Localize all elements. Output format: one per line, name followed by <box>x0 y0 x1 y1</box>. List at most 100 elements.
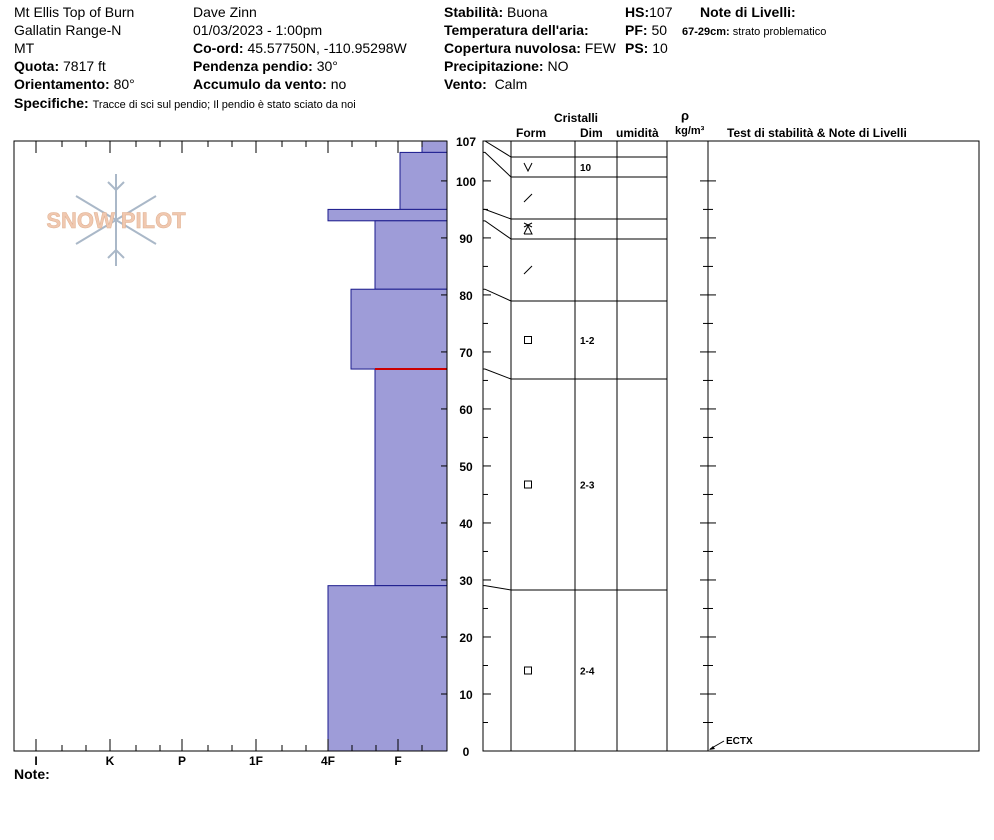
dim-header: Dim <box>580 126 603 140</box>
pf-value: 50 <box>651 22 668 38</box>
hardness-tick-label: F <box>394 754 401 768</box>
faceted-crystal-icon <box>524 336 532 344</box>
precip-value: NO <box>547 58 569 74</box>
air-temp-label: Temperatura dell'aria: <box>444 22 589 38</box>
specifics: Specifiche: Tracce di sci sul pendio; Il… <box>14 95 356 113</box>
test-arrow-icon <box>709 746 715 750</box>
ps-value: 10 <box>652 40 668 56</box>
surface-hoar-icon <box>523 222 533 228</box>
hardness-bar <box>421 140 448 153</box>
wind-loading: Accumulo da vento: no <box>193 76 346 92</box>
hardness-bar <box>374 220 448 290</box>
layer-note-range: 67-29cm: <box>682 26 730 38</box>
layer-boundary-line <box>483 220 667 240</box>
crystal-size-label: 2-4 <box>580 667 595 678</box>
layer-boundary-line <box>483 585 667 591</box>
hardness-tick-label: P <box>178 754 186 768</box>
faceted-crystal-icon <box>524 480 532 489</box>
depth-tick-label: 80 <box>459 289 473 303</box>
density-symbol: ρ <box>681 108 690 123</box>
layer-boundary-line <box>483 288 667 302</box>
faceted-crystal-icon <box>524 666 532 675</box>
tests-header: Test di stabilità & Note di Livelli <box>727 126 907 140</box>
snow-height: HS:107 <box>625 4 672 20</box>
location-name: Mt Ellis Top of Burn <box>14 4 135 20</box>
depth-tick-label: 100 <box>456 175 476 189</box>
precip-label: Precipitazione: <box>444 58 544 74</box>
form-header: Form <box>516 126 546 140</box>
snowpilot-logo: SNOW PILOT <box>46 174 186 266</box>
density-unit: kg/m³ <box>675 125 705 137</box>
decomposing-particles-icon <box>523 265 533 275</box>
crystal-size-label: 2-3 <box>580 481 595 492</box>
stability: Stabilità: Buona <box>444 4 548 20</box>
layer-note: 67-29cm: strato problematico <box>682 24 826 40</box>
layer-boundary-line <box>483 151 667 178</box>
moisture-header: umidità <box>616 126 659 140</box>
coordinates: Co-ord: 45.57750N, -110.95298W <box>193 40 407 56</box>
hardness-bar <box>350 288 448 370</box>
aspect: Orientamento: 80° <box>14 76 135 92</box>
sky-cover: Copertura nuvolosa: FEW <box>444 40 616 56</box>
snowflake-icon <box>75 174 157 266</box>
hardness-bar <box>399 151 448 210</box>
depth-tick-label: 40 <box>459 517 473 531</box>
decomposing-particles-icon <box>523 193 533 203</box>
logo-text: SNOW PILOT <box>46 208 186 233</box>
stability-value: Buona <box>507 4 548 20</box>
pf-label: PF: <box>625 22 648 38</box>
state-name: MT <box>14 40 35 56</box>
slope-value: 30° <box>316 58 338 74</box>
hardness-tick-label: I <box>34 754 37 768</box>
observer-name: Dave Zinn <box>193 4 257 20</box>
sky-value: FEW <box>584 40 616 56</box>
crystals-header: Cristalli <box>554 111 599 125</box>
crystal-size-label: 1-2 <box>580 336 595 347</box>
specifics-label: Specifiche: <box>14 95 89 111</box>
layer-boundary-line <box>483 368 667 380</box>
note-label: Note: <box>14 766 50 782</box>
hardness-tick-label: 1F <box>249 754 263 768</box>
aspect-value: 80° <box>113 76 135 92</box>
coords-value: 45.57750N, -110.95298W <box>247 40 407 56</box>
hardness-bar <box>374 368 448 587</box>
wind-label: Vento: <box>444 76 487 92</box>
surface-hoar-icon <box>523 162 533 173</box>
sky-label: Copertura nuvolosa: <box>444 40 581 56</box>
depth-tick-label: 107 <box>456 135 476 149</box>
layer-note-text: strato problematico <box>732 26 827 38</box>
crystal-size-label: 10 <box>580 163 592 174</box>
depth-tick-label: 0 <box>463 745 470 759</box>
hardness-bar <box>327 208 448 222</box>
coords-label: Co-ord: <box>193 40 244 56</box>
depth-tick-label: 20 <box>459 631 473 645</box>
elevation-value: 7817 ft <box>63 58 106 74</box>
wind-value: Calm <box>494 76 528 92</box>
elevation: Quota: 7817 ft <box>14 58 106 74</box>
hardness-tick-label: K <box>106 754 115 768</box>
depth-tick-label: 70 <box>459 346 473 360</box>
depth-tick-label: 90 <box>459 232 473 246</box>
observation-datetime: 01/03/2023 - 1:00pm <box>193 22 323 38</box>
wind: Vento: Calm <box>444 76 527 92</box>
depth-tick-label: 30 <box>459 574 473 588</box>
depth-hoar-icon <box>523 224 533 235</box>
aspect-label: Orientamento: <box>14 76 110 92</box>
precipitation: Precipitazione: NO <box>444 58 568 74</box>
layer-boundary-line <box>483 208 667 220</box>
ps-label: PS: <box>625 40 649 56</box>
stability-label: Stabilità: <box>444 4 504 20</box>
specifics-value: Tracce di sci sul pendio; Il pendio è st… <box>92 99 356 111</box>
range-name: Gallatin Range-N <box>14 22 122 38</box>
wind-loading-label: Accumulo da vento: <box>193 76 327 92</box>
penetration-foot: PF: 50 <box>625 22 667 38</box>
slope-angle: Pendenza pendio: 30° <box>193 58 338 74</box>
air-temperature: Temperatura dell'aria: <box>444 22 589 38</box>
layer-notes-title: Note di Livelli: <box>700 4 796 20</box>
hs-label: HS: <box>625 4 650 20</box>
layer-boundary-line <box>483 140 667 158</box>
hardness-tick-label: 4F <box>321 754 335 768</box>
depth-tick-label: 50 <box>459 460 473 474</box>
hardness-bar <box>327 585 448 752</box>
